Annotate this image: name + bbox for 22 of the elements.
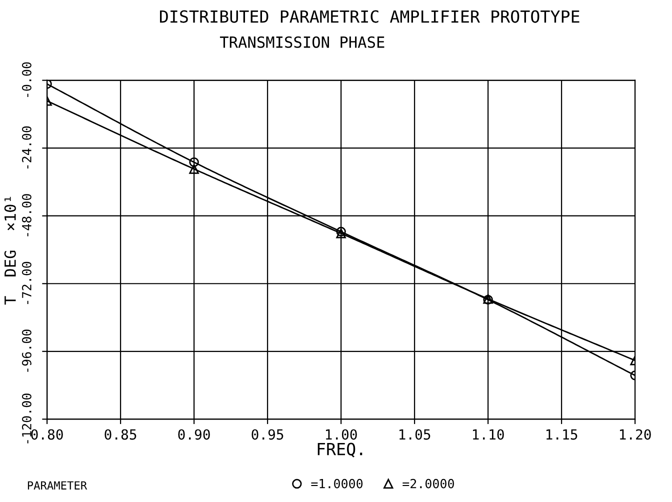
y-tick-label: -72.00 [22,262,32,304]
x-axis-title: FREQ. [318,442,362,458]
x-tick-label: 1.00 [326,429,357,440]
x-tick-label: 0.80 [31,429,63,440]
x-tick-label: 0.90 [178,429,210,440]
chart-title: DISTRIBUTED PARAMETRIC AMPLIFIER PROTOTYPE [160,10,580,23]
y-tick-label: -96.00 [22,330,32,372]
legend-label: =2.0000 [402,478,454,488]
chart-subtitle: TRANSMISSION PHASE [220,36,384,48]
x-tick-label: 0.85 [104,429,136,440]
y-tick-label: -24.00 [22,126,32,168]
y-axis-title: T DEG ×10¹ [4,196,16,305]
x-tick-label: 1.05 [399,429,430,440]
y-tick-label: -0.00 [22,62,32,97]
x-tick-label: 1.20 [620,429,651,440]
legend-title: PARAMETER [28,481,88,490]
y-tick-label: -120.00 [22,394,32,444]
y-tick-label: -48.00 [22,194,32,236]
x-tick-label: 0.95 [252,429,284,440]
legend-label: =1.0000 [311,478,363,488]
x-tick-label: 1.10 [472,429,504,440]
x-tick-label: 1.15 [546,429,578,440]
